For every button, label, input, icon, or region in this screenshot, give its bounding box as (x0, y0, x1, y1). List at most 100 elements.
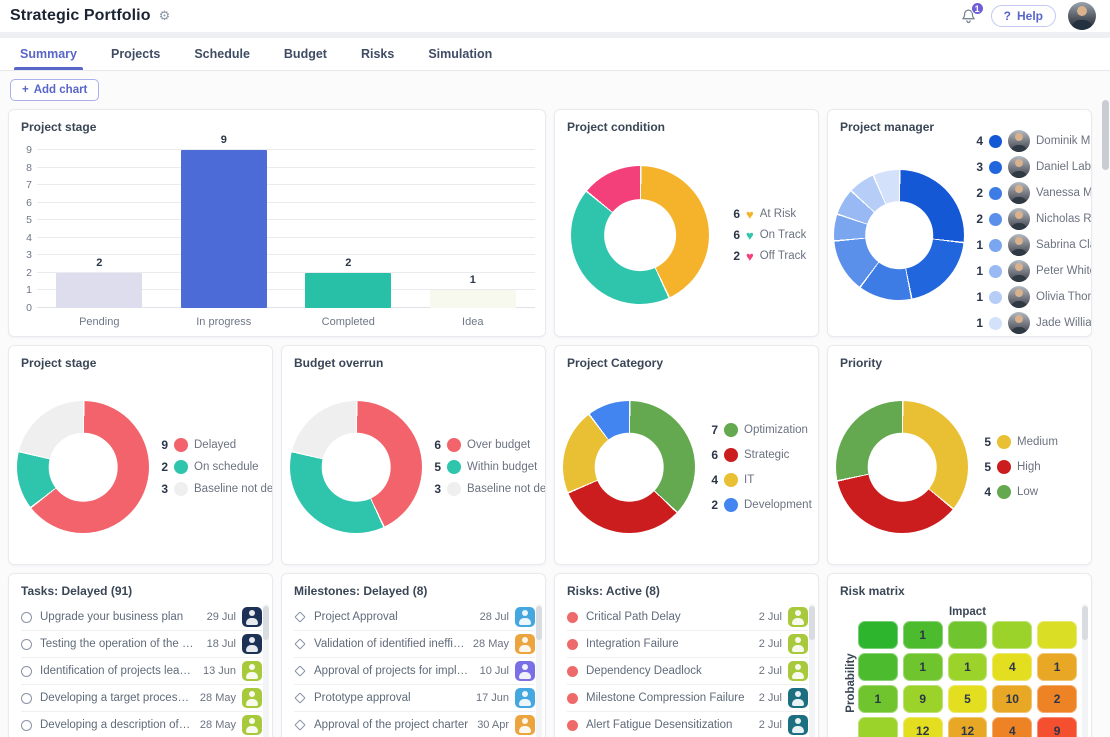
user-avatar[interactable] (1068, 2, 1096, 30)
legend-item[interactable]: 7 Optimization (709, 422, 812, 437)
bar-value-label: 2 (345, 256, 352, 269)
legend-item[interactable]: 6 ♥ On Track (731, 228, 806, 242)
matrix-cell[interactable]: 1 (1037, 653, 1077, 681)
donut[interactable] (17, 401, 149, 533)
y-tick-label: 0 (26, 302, 32, 314)
legend-item[interactable]: 3 Daniel Labert (974, 156, 1091, 178)
tab-simulation[interactable]: Simulation (426, 38, 494, 70)
matrix-cell[interactable] (992, 621, 1033, 649)
donut[interactable] (836, 401, 968, 533)
bar[interactable] (180, 150, 267, 308)
legend-item[interactable]: 3 Baseline not defined (432, 482, 545, 496)
list-item[interactable]: Approval of projects for implementation 1… (294, 658, 535, 685)
bar[interactable] (429, 290, 516, 308)
x-tick-label: Completed (321, 316, 375, 328)
list-item[interactable]: Critical Path Delay 2 Jul (567, 604, 808, 631)
list-item[interactable]: Milestone Compression Failure 2 Jul (567, 685, 808, 712)
matrix-cell[interactable]: 1 (947, 653, 988, 681)
list-item-text: Milestone Compression Failure (586, 692, 745, 704)
scrollbar-thumb[interactable] (263, 606, 269, 640)
legend-item[interactable]: 9 Delayed (159, 438, 272, 452)
legend-item[interactable]: 2 Nicholas Rodrigu… (974, 208, 1091, 230)
legend-item[interactable]: 1 Olivia Thompson (974, 286, 1091, 308)
list-item[interactable]: Testing the operation of the prototype 18… (21, 631, 262, 658)
donut[interactable] (571, 166, 709, 304)
list-item[interactable]: Approval of the project charter 30 Apr (294, 712, 535, 737)
page-scrollbar-thumb[interactable] (1102, 100, 1109, 170)
list-item[interactable]: Validation of identified inefficiencies 2… (294, 631, 535, 658)
bar[interactable] (56, 272, 143, 308)
tab-schedule[interactable]: Schedule (192, 38, 252, 70)
bar-group[interactable]: 9 (162, 134, 287, 308)
matrix-cell[interactable] (858, 717, 898, 737)
matrix-cell[interactable]: 1 (902, 653, 943, 681)
list-item[interactable]: Integration Failure 2 Jul (567, 631, 808, 658)
legend-item[interactable]: 1 Jade Williams (974, 312, 1091, 334)
legend-item[interactable]: 6 Over budget (432, 438, 545, 452)
matrix-cell[interactable]: 9 (1037, 717, 1077, 737)
donut[interactable] (563, 401, 695, 533)
matrix-cell[interactable] (1037, 621, 1077, 649)
matrix-cell[interactable] (947, 621, 988, 649)
donut[interactable] (290, 401, 422, 533)
legend-item[interactable]: 5 Within budget (432, 460, 545, 474)
tab-budget[interactable]: Budget (282, 38, 329, 70)
list-item[interactable]: Upgrade your business plan 29 Jul (21, 604, 262, 631)
matrix-cell[interactable]: 2 (1037, 685, 1077, 713)
list-item[interactable]: Project Approval 28 Jul (294, 604, 535, 631)
legend-item[interactable]: 3 Baseline not defined (159, 482, 272, 496)
notifications-button[interactable]: 1 (959, 2, 984, 26)
tab-risks[interactable]: Risks (359, 38, 396, 70)
legend-item[interactable]: 1 Peter White (974, 260, 1091, 282)
donut[interactable] (834, 170, 964, 300)
matrix-cell[interactable]: 1 (902, 621, 943, 649)
matrix-cell[interactable]: 10 (992, 685, 1033, 713)
tab-projects[interactable]: Projects (109, 38, 162, 70)
legend-item[interactable]: 5 High (982, 460, 1058, 474)
legend: 7 Optimization 6 Strategic 4 IT 2 Development (709, 422, 812, 512)
legend-item[interactable]: 4 IT (709, 472, 812, 487)
matrix-cell[interactable]: 1 (858, 685, 898, 713)
legend-item[interactable]: 2 Development (709, 497, 812, 512)
list-item[interactable]: Alert Fatigue Desensitization 2 Jul (567, 712, 808, 737)
matrix-cell[interactable]: 5 (947, 685, 988, 713)
list-item[interactable]: Identification of projects leading to pr… (21, 658, 262, 685)
legend-item[interactable]: 2 On schedule (159, 460, 272, 474)
legend-item[interactable]: 4 Dominik Muszyń… (974, 130, 1091, 152)
bar-group[interactable]: 2 (286, 150, 411, 308)
legend-dot (724, 497, 738, 512)
list-item[interactable]: Prototype approval 17 Jun (294, 685, 535, 712)
help-button[interactable]: ? Help (990, 5, 1056, 27)
legend-item[interactable]: 2 Vanessa Moore (974, 182, 1091, 204)
matrix-cell[interactable]: 12 (947, 717, 988, 737)
matrix-cell[interactable] (858, 621, 898, 649)
matrix-cell[interactable]: 4 (992, 653, 1033, 681)
legend-item[interactable]: 6 Strategic (709, 447, 812, 462)
y-tick-label: 2 (26, 266, 32, 279)
add-chart-button[interactable]: + Add chart (10, 79, 100, 101)
legend-item[interactable]: 2 ♥ Off Track (731, 249, 806, 263)
legend-item[interactable]: 1 Sabrina Clark (974, 234, 1091, 256)
settings-gear-icon[interactable]: ⚙ (158, 8, 171, 23)
matrix-row: 1 (858, 621, 1077, 649)
list-item[interactable]: Dependency Deadlock 2 Jul (567, 658, 808, 685)
scrollbar-thumb[interactable] (809, 606, 815, 640)
legend-item[interactable]: 5 Medium (982, 435, 1058, 449)
legend-item[interactable]: 4 Low (982, 485, 1058, 499)
legend-item[interactable]: 6 ♥ At Risk (731, 207, 806, 221)
list-item[interactable]: Developing a description of the target p… (21, 712, 262, 737)
list-item-text: Project Approval (314, 611, 398, 623)
scrollbar-thumb[interactable] (536, 606, 542, 640)
matrix-cell[interactable]: 9 (902, 685, 943, 713)
bar-group[interactable]: 1 (411, 150, 536, 308)
list-item[interactable]: Developing a target process map 28 May (21, 685, 262, 712)
scrollbar-thumb[interactable] (1082, 606, 1088, 640)
legend-count: 2 (711, 497, 718, 512)
card-risks-active: Risks: Active (8) Critical Path Delay 2 J… (554, 573, 819, 737)
matrix-cell[interactable]: 12 (902, 717, 943, 737)
bar-group[interactable]: 2 (37, 150, 162, 308)
matrix-cell[interactable]: 4 (992, 717, 1033, 737)
matrix-cell[interactable] (858, 653, 898, 681)
bar[interactable] (305, 272, 392, 308)
tab-summary[interactable]: Summary (14, 38, 83, 70)
